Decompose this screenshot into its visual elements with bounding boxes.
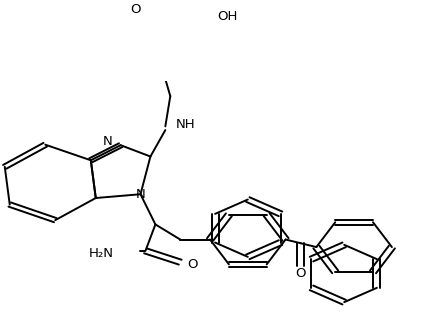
- Text: H₂N: H₂N: [89, 247, 113, 260]
- Text: OH: OH: [217, 10, 237, 24]
- Text: N: N: [135, 188, 145, 201]
- Text: N: N: [103, 135, 112, 148]
- Text: O: O: [130, 3, 141, 16]
- Text: O: O: [187, 258, 197, 271]
- Text: O: O: [295, 267, 306, 280]
- Text: NH: NH: [175, 118, 194, 131]
